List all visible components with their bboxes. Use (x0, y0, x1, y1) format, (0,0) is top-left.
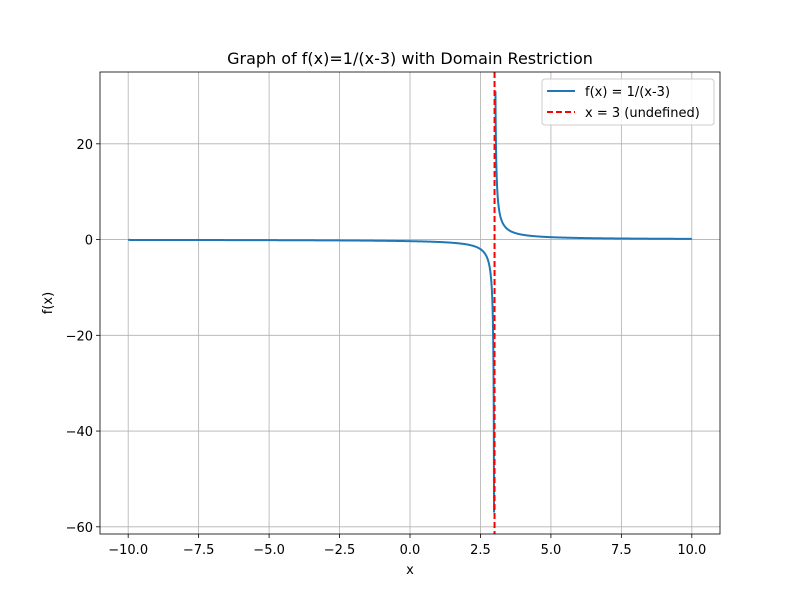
y-tick-label: −60 (66, 521, 93, 536)
y-tick-label: 0 (85, 234, 93, 249)
y-tick-label: −20 (66, 329, 93, 344)
x-tick-label: −10.0 (108, 543, 148, 558)
legend-label-asymptote: x = 3 (undefined) (585, 106, 700, 121)
y-tick-label: −40 (66, 425, 93, 440)
x-tick-label: −5.0 (253, 543, 285, 558)
x-tick-label: 2.5 (470, 543, 491, 558)
series-line-left-branch (128, 238, 496, 513)
x-tick-label: 5.0 (541, 543, 562, 558)
legend-label-function: f(x) = 1/(x-3) (585, 85, 670, 100)
x-tick-label: −2.5 (324, 543, 356, 558)
x-tick-label: 10.0 (677, 543, 706, 558)
chart-title: Graph of f(x)=1/(x-3) with Domain Restri… (227, 49, 593, 68)
plot-area (128, 72, 692, 534)
legend: f(x) = 1/(x-3) x = 3 (undefined) (541, 78, 715, 126)
y-axis: −60 −40 −20 0 20 (66, 138, 100, 536)
x-tick-label: 0.0 (400, 543, 421, 558)
x-axis-label: x (406, 563, 414, 578)
y-tick-label: 20 (76, 138, 93, 153)
x-tick-label: −7.5 (183, 543, 215, 558)
grid (100, 72, 720, 534)
x-axis: −10.0 −7.5 −5.0 −2.5 0.0 2.5 5.0 7.5 10.0 (108, 534, 706, 558)
y-axis-label: f(x) (41, 292, 56, 314)
x-tick-label: 7.5 (611, 543, 632, 558)
series-line-right-branch (494, 91, 692, 240)
legend-box (541, 78, 715, 126)
